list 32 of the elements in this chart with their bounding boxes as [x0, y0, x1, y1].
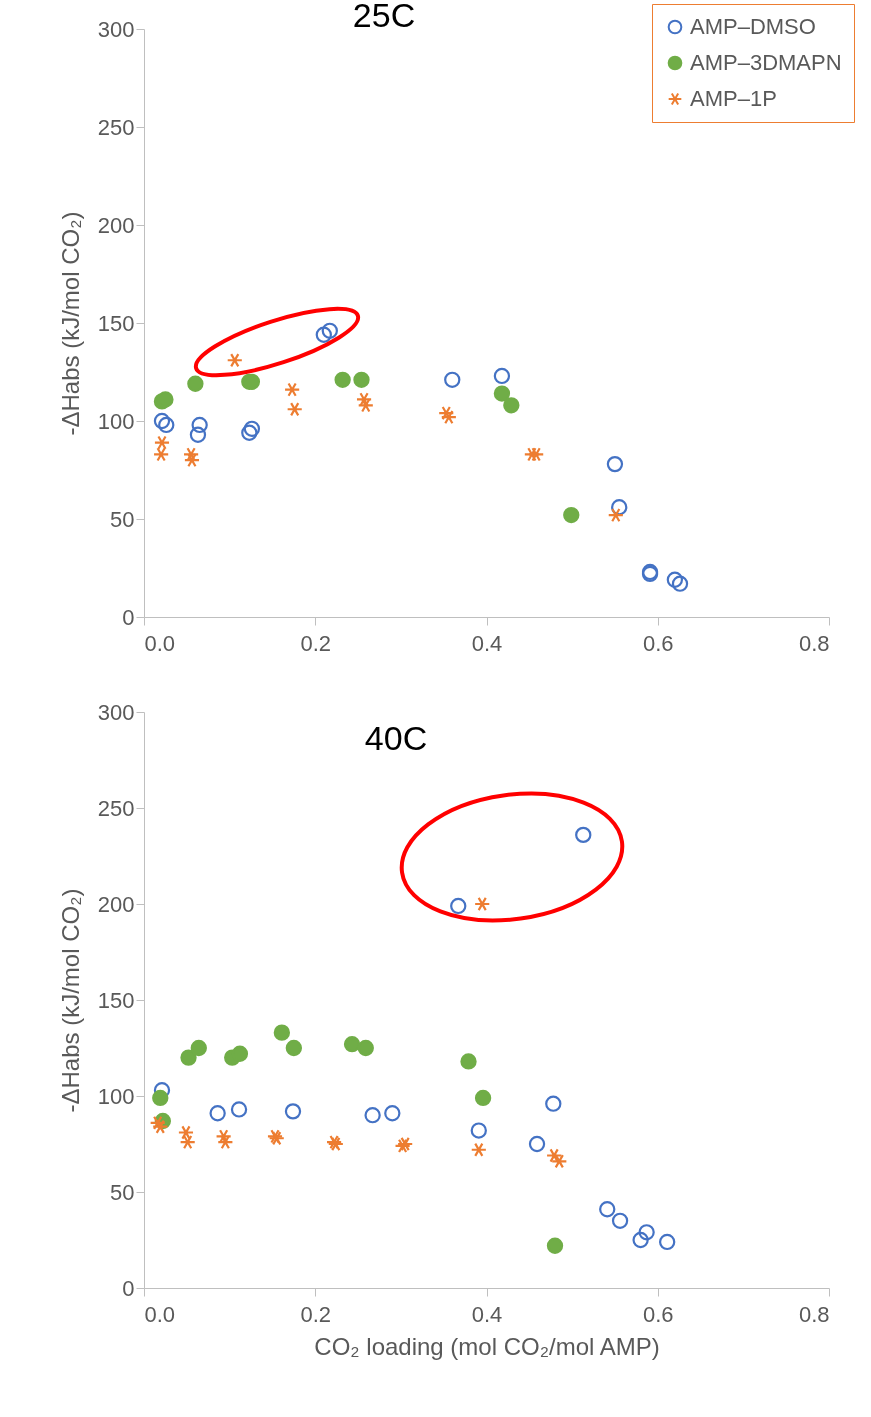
- x-tick-label: 0.8: [798, 630, 830, 656]
- y-tick-label: 0: [122, 604, 135, 630]
- x-tick-label: 0.6: [642, 630, 674, 656]
- y-axis-title: -ΔHabs (kJ/mol CO₂): [56, 211, 84, 436]
- y-tick-label: 150: [97, 987, 135, 1013]
- legend-label: AMP–DMSO: [690, 14, 816, 39]
- legend-label: AMP–1P: [690, 86, 777, 111]
- x-tick-label: 0.2: [300, 630, 332, 656]
- y-tick-label: 100: [97, 1083, 135, 1109]
- x-axis-title: CO₂ loading (mol CO₂/mol AMP): [314, 1332, 660, 1360]
- x-tick-label: 0.0: [144, 630, 176, 656]
- x-tick-label: 0.8: [798, 1301, 830, 1327]
- chart-title: 25C: [352, 0, 416, 34]
- y-tick-label: 300: [97, 16, 135, 42]
- y-tick-label: 300: [97, 699, 135, 725]
- legend-label: AMP–3DMAPN: [690, 50, 842, 75]
- y-tick-label: 250: [97, 795, 135, 821]
- y-tick-label: 150: [97, 310, 135, 336]
- x-tick-label: 0.4: [471, 1301, 503, 1327]
- y-axis-title: -ΔHabs (kJ/mol CO₂): [56, 888, 84, 1113]
- y-tick-label: 50: [110, 506, 135, 532]
- x-tick-label: 0.0: [144, 1301, 176, 1327]
- y-tick-label: 200: [97, 212, 135, 238]
- y-tick-label: 0: [122, 1275, 135, 1301]
- chart-title: 40C: [364, 719, 428, 757]
- x-tick-label: 0.6: [642, 1301, 674, 1327]
- x-tick-label: 0.2: [300, 1301, 332, 1327]
- y-tick-label: 250: [97, 114, 135, 140]
- y-tick-label: 100: [97, 408, 135, 434]
- y-tick-label: 50: [110, 1179, 135, 1205]
- y-tick-label: 200: [97, 891, 135, 917]
- x-tick-label: 0.4: [471, 630, 503, 656]
